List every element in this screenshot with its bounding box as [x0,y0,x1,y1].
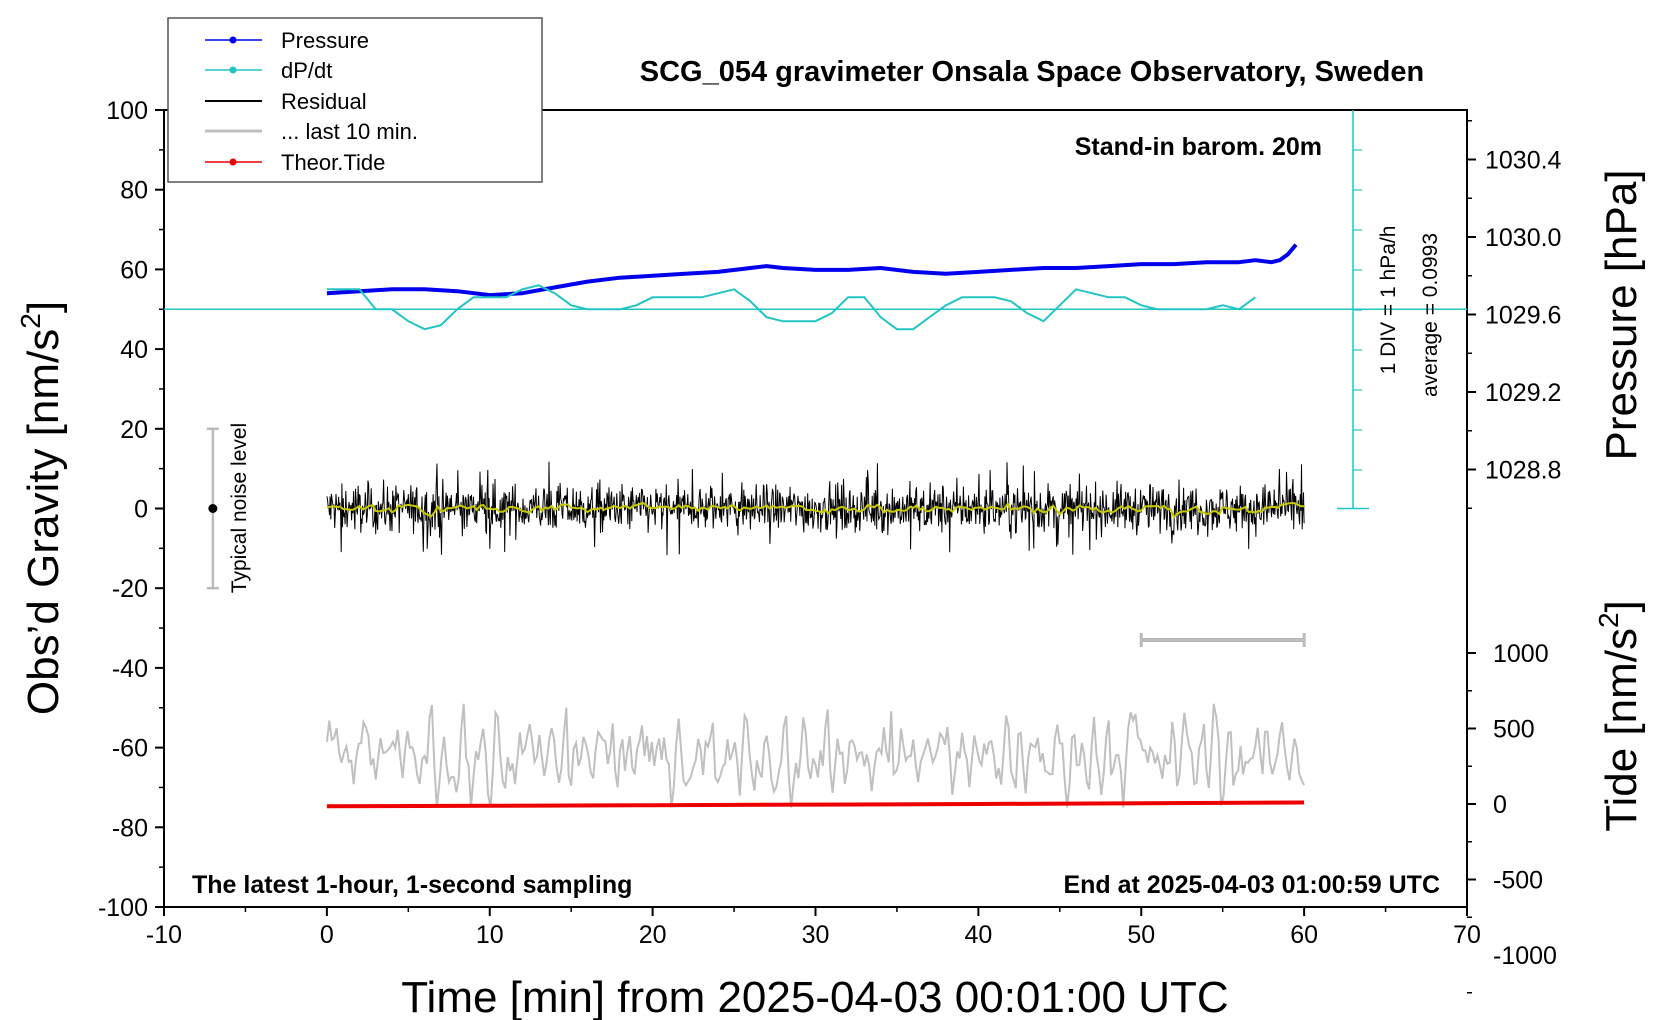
series-residual [326,461,1305,556]
x-tick-label: 70 [1453,921,1481,949]
y-tick-label: -100 [98,894,148,922]
y-axis-label: Obs’d Gravity [nm/s2] [15,301,68,715]
y-tick-label: -60 [112,735,148,763]
x-tick-label: 60 [1290,921,1318,949]
x-tick-label: 30 [802,921,830,949]
x-ticks: -10 0 10 20 30 40 50 60 70 [146,907,1481,949]
tide-tick-label: -1500 [1493,1018,1557,1020]
y-tick-label: 40 [120,336,148,364]
y-tick-label: -40 [112,655,148,683]
legend-label: ... last 10 min. [281,119,418,144]
series-dpdt [326,284,1256,331]
x-tick-label: 10 [476,921,504,949]
end-time-note: End at 2025-04-03 01:00:59 UTC [1063,871,1440,899]
annotation-marks [164,110,1467,648]
x-tick-label: 40 [964,921,992,949]
y-tick-label: 100 [106,97,148,125]
tide-tick-label: 1000 [1493,640,1549,668]
series-pressure [326,243,1298,298]
y-tick-label: 80 [120,177,148,205]
y-tick-label: 20 [120,416,148,444]
legend-box [167,17,543,183]
tide-ticks: 1000 500 0 -500 -1000 -1500 [1467,640,1557,1020]
tide-axis-label: Tide [nm/s2] [1593,600,1646,832]
legend-label: Theor.Tide [281,150,385,175]
pressure-tick-label: 1030.4 [1485,147,1562,175]
series-last-10-min [325,703,1305,808]
pressure-tick-label: 1028.8 [1485,457,1561,485]
tide-tick-label: -500 [1493,867,1543,895]
legend-entry-tide: Theor.Tide [205,150,385,175]
legend-entry-residual: Residual [205,89,367,114]
y-tick-label: 0 [134,496,148,524]
legend-entry-dpdt: dP/dt [205,58,332,83]
legend-label: Residual [281,89,367,114]
tide-tick-label: 500 [1493,716,1535,744]
sampling-note: The latest 1-hour, 1-second sampling [192,871,632,899]
y-tick-label: -20 [112,575,148,603]
x-tick-label: 0 [320,921,334,949]
legend-entry-pressure: Pressure [205,28,369,53]
pressure-tick-label: 1029.6 [1485,302,1561,330]
y-tick-label: -80 [112,814,148,842]
average-label: average = 0.0993 [1419,233,1442,397]
pressure-tick-label: 1029.2 [1485,379,1561,407]
chart-title: SCG_054 gravimeter Onsala Space Observat… [640,56,1424,88]
pressure-ticks: 1030.4 1030.0 1029.6 1029.2 1028.8 [1467,120,1562,509]
series-theor-tide [326,800,1305,809]
tide-tick-label: -1000 [1493,942,1557,970]
legend: Pressure dP/dt Residual ... last 10 min.… [167,17,543,183]
series-residual-smooth [326,501,1305,519]
series-layer [325,243,1305,809]
y-tick-label: 60 [120,256,148,284]
legend-entry-last10: ... last 10 min. [205,119,418,144]
pressure-tick-label: 1030.0 [1485,224,1561,252]
x-tick-label: -10 [146,921,182,949]
noise-level-label: Typical noise level [228,423,251,593]
barometer-note: Stand-in barom. 20m [1075,133,1322,161]
noise-center-dot [208,504,218,513]
legend-label: dP/dt [281,58,332,83]
x-tick-label: 20 [639,921,667,949]
y-ticks: 100 80 60 40 20 0 -20 -40 -60 -80 -100 [98,97,164,922]
pressure-axis-label: Pressure [hPa] [1597,169,1646,460]
tide-tick-label: 0 [1493,791,1507,819]
x-axis-label: Time [min] from 2025-04-03 00:01:00 UTC [401,973,1228,1020]
x-tick-label: 50 [1127,921,1155,949]
div-scale-label: 1 DIV = 1 hPa/h [1377,226,1400,375]
legend-label: Pressure [281,28,369,53]
